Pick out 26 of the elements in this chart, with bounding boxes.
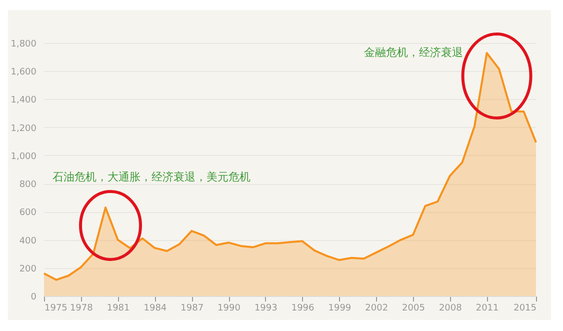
y-tick-label: 1,600 — [10, 68, 37, 78]
annotation: 金融危机，经济衰退 — [364, 46, 463, 59]
annotation: 石油危机，大通胀，经济衰退，美元危机 — [52, 170, 250, 184]
x-tick-label: 1984 — [144, 304, 167, 314]
y-tick-label: 400 — [19, 236, 37, 246]
y-tick-label: 1,800 — [10, 40, 37, 50]
y-tick-label: 0 — [30, 292, 37, 302]
y-tick-label: 800 — [19, 180, 37, 190]
x-tick-label: 1975 — [44, 304, 68, 314]
x-tick-label: 2005 — [402, 304, 425, 314]
x-tick-label: 1993 — [254, 304, 278, 314]
y-tick-label: 1,200 — [10, 124, 37, 134]
x-tick-label: 2002 — [365, 304, 388, 314]
x-tick-label: 2011 — [476, 304, 499, 314]
y-tick-label: 600 — [19, 208, 37, 218]
y-tick-label: 200 — [19, 264, 37, 274]
y-tick-label: 1,000 — [10, 152, 37, 162]
x-tick-label: 1978 — [70, 304, 94, 314]
x-tick-label: 1990 — [218, 304, 241, 314]
x-tick-label: 1987 — [180, 304, 204, 314]
y-tick-label: 1,400 — [10, 96, 37, 106]
x-tick-label: 1999 — [328, 304, 352, 314]
x-tick-label: 1996 — [291, 304, 315, 314]
x-tick-label: 2008 — [438, 304, 462, 314]
x-tick-label: 2015 — [514, 304, 536, 314]
x-tick-label: 1981 — [106, 304, 130, 314]
